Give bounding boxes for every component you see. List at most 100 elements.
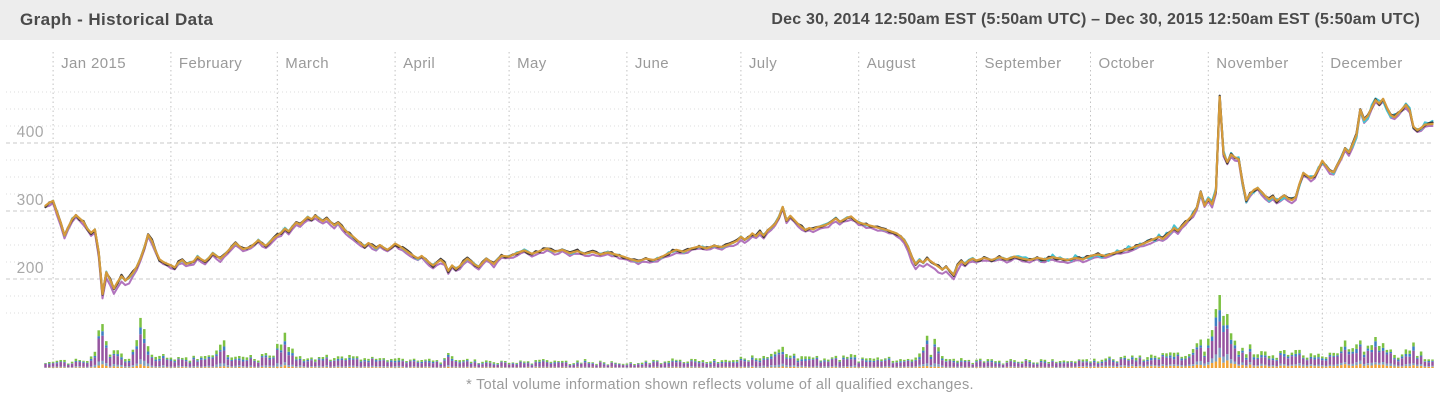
volume-bar-segment	[1351, 348, 1354, 352]
volume-bar-segment	[861, 360, 864, 367]
volume-bar-segment	[724, 367, 727, 368]
volume-bar-segment	[283, 344, 287, 363]
volume-bar-segment	[910, 366, 914, 368]
volume-bar-segment	[352, 356, 355, 359]
volume-bar-segment	[363, 366, 366, 368]
volume-bar-segment	[55, 366, 59, 368]
volume-bar-segment	[1085, 359, 1088, 362]
volume-bar-segment	[819, 366, 822, 368]
volume-bar-segment	[633, 365, 636, 368]
volume-bar-segment	[1039, 367, 1043, 368]
volume-bar-segment	[587, 362, 591, 364]
volume-bar-segment	[412, 358, 416, 361]
volume-bar-segment	[777, 354, 781, 365]
volume-bar-segment	[690, 358, 693, 361]
volume-bar-segment	[264, 367, 268, 368]
volume-bar-segment	[131, 351, 135, 355]
volume-bar-segment	[941, 360, 944, 366]
volume-bar-segment	[162, 365, 165, 368]
volume-bar-segment	[477, 364, 480, 368]
volume-bar-segment	[561, 360, 564, 363]
volume-bar-segment	[325, 358, 328, 366]
volume-bar-segment	[287, 351, 290, 356]
volume-bar-segment	[713, 362, 716, 367]
volume-bar-segment	[602, 366, 606, 368]
volume-bar-segment	[249, 357, 252, 359]
volume-bar-segment	[371, 358, 374, 359]
volume-bar-segment	[1085, 361, 1088, 363]
volume-bar-segment	[895, 362, 898, 363]
volume-bar-segment	[488, 366, 492, 368]
volume-bar-segment	[732, 366, 735, 368]
volume-bar-segment	[287, 347, 290, 352]
volume-bar-segment	[1222, 315, 1225, 326]
volume-bar-segment	[591, 366, 594, 368]
volume-bar-segment	[511, 363, 515, 364]
volume-bar-segment	[1077, 366, 1081, 367]
volume-bar-segment	[906, 360, 910, 367]
volume-bar-segment	[929, 359, 933, 365]
volume-bar-segment	[618, 363, 621, 364]
volume-bar-segment	[1039, 360, 1043, 363]
volume-bar-segment	[800, 356, 803, 360]
volume-bar-segment	[359, 359, 363, 362]
price-volume-chart[interactable]: Jan 2015 February March April May June July Aug…	[0, 40, 1440, 372]
volume-bar-segment	[842, 357, 845, 360]
volume-bar-segment	[865, 361, 868, 367]
volume-bar-segment	[108, 358, 112, 366]
volume-bar-segment	[1245, 365, 1248, 367]
volume-bar-segment	[906, 367, 910, 368]
volume-bar-segment	[766, 367, 769, 368]
volume-bar-segment	[177, 367, 180, 368]
volume-bar-segment	[336, 365, 340, 368]
volume-bar-segment	[838, 366, 841, 368]
price-series-lines	[44, 94, 1434, 300]
volume-bar-segment	[564, 362, 568, 367]
page-title: Graph - Historical Data	[20, 10, 214, 29]
volume-bar-segment	[1172, 352, 1176, 357]
volume-bar-segment	[382, 366, 385, 368]
volume-bar-segment	[834, 367, 838, 368]
volume-bar-segment	[800, 367, 803, 368]
volume-bar-segment	[86, 366, 89, 368]
volume-bar-segment	[97, 365, 100, 368]
volume-bar-segment	[1191, 364, 1195, 366]
volume-bar-segment	[336, 356, 340, 359]
volume-bar-segment	[1153, 365, 1157, 367]
volume-bar-segment	[918, 359, 921, 365]
volume-bar-segment	[1302, 357, 1305, 359]
volume-bar-segment	[591, 363, 594, 364]
volume-bar-segment	[1252, 354, 1256, 358]
volume-bar-segment	[219, 350, 222, 352]
volume-bar-segment	[602, 362, 606, 364]
volume-bar-segment	[48, 367, 51, 368]
volume-bar-segment	[492, 363, 496, 365]
volume-bar-segment	[713, 359, 716, 361]
volume-bar-segment	[523, 362, 526, 364]
volume-bar-segment	[515, 364, 518, 367]
volume-bar-segment	[944, 361, 948, 367]
volume-bar-segment	[891, 360, 895, 363]
volume-bar-segment	[1431, 361, 1434, 366]
volume-bar-segment	[1070, 361, 1073, 363]
volume-bar-segment	[561, 362, 564, 367]
volume-bar-segment	[982, 363, 986, 367]
volume-bar-segment	[1013, 367, 1016, 368]
volume-bar-segment	[405, 361, 408, 363]
volume-bar-segment	[188, 360, 192, 363]
volume-bar-segment	[523, 367, 526, 368]
volume-bar-segment	[876, 360, 879, 367]
volume-bar-segment	[1153, 355, 1157, 358]
volume-bar-segment	[1108, 358, 1111, 360]
volume-bar-segment	[1214, 354, 1218, 362]
volume-bar-segment	[853, 365, 857, 368]
volume-bar-segment	[215, 354, 218, 357]
volume-bar-segment	[922, 352, 925, 365]
volume-bar-segment	[1100, 363, 1104, 366]
volume-bar-segment	[751, 359, 754, 366]
volume-bar-segment	[481, 367, 484, 368]
volume-bar-segment	[625, 363, 629, 365]
volume-bar-segment	[918, 353, 921, 358]
volume-bar-segment	[1066, 363, 1069, 367]
volume-bar-segment	[1374, 362, 1377, 365]
